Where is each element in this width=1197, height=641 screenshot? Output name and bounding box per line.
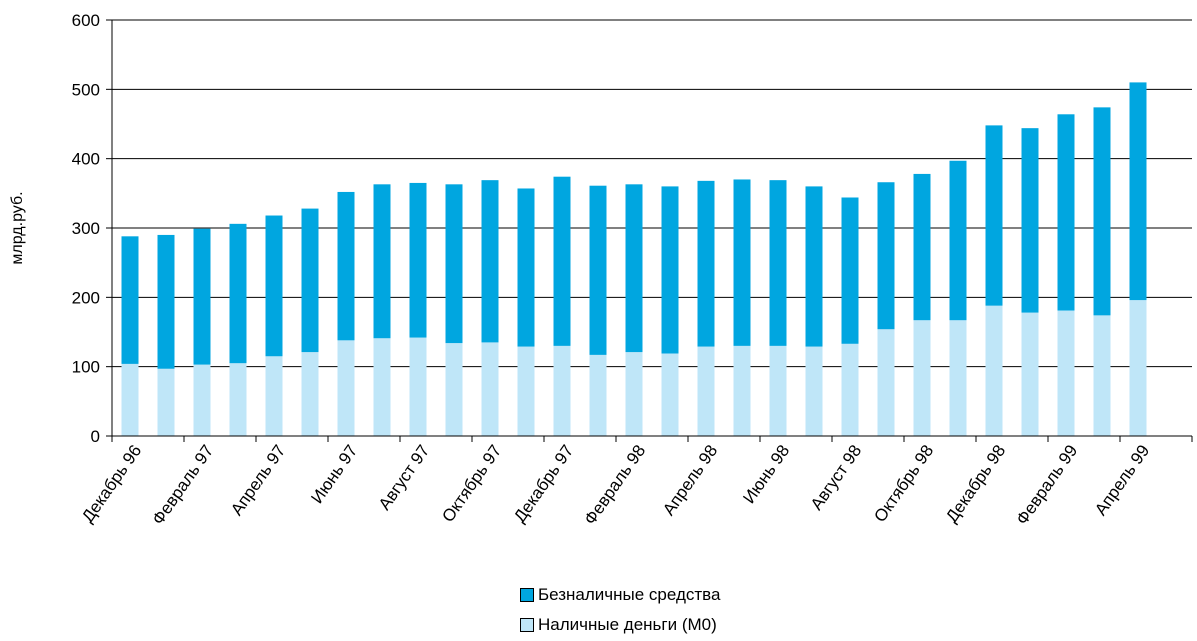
bar-cash bbox=[661, 353, 679, 436]
bar-cash bbox=[121, 363, 139, 436]
bar-cash bbox=[229, 363, 247, 436]
x-tick-label: Август 97 bbox=[375, 441, 433, 513]
bar-cash bbox=[589, 354, 607, 436]
bar-cash bbox=[193, 364, 211, 436]
bar-cash bbox=[697, 346, 715, 436]
x-tick-label: Август 98 bbox=[807, 441, 865, 513]
bar-noncash bbox=[229, 223, 247, 364]
axes bbox=[111, 20, 1193, 442]
legend-label-cash: Наличные деньги (М0) bbox=[538, 615, 717, 634]
bar-cash bbox=[265, 356, 283, 436]
bar-noncash bbox=[733, 179, 751, 346]
x-tick-label: Февраль 97 bbox=[149, 441, 218, 528]
y-tick-label: 100 bbox=[72, 358, 100, 377]
bar-cash bbox=[445, 343, 463, 436]
y-tick-label: 600 bbox=[72, 11, 100, 30]
bar-cash bbox=[1057, 310, 1075, 436]
gridlines bbox=[106, 19, 1192, 437]
bar-cash bbox=[733, 345, 751, 436]
bar-cash bbox=[949, 320, 967, 436]
bar-cash bbox=[985, 305, 1003, 436]
bar-cash bbox=[769, 345, 787, 436]
x-tick-label: Июнь 97 bbox=[307, 441, 361, 507]
bar-noncash bbox=[481, 180, 499, 343]
bar-cash bbox=[553, 345, 571, 436]
bar-noncash bbox=[805, 186, 823, 347]
bar-noncash bbox=[265, 215, 283, 357]
bar-noncash bbox=[913, 173, 931, 321]
y-tick-label: 400 bbox=[72, 150, 100, 169]
bar-noncash bbox=[697, 180, 715, 347]
x-tick-label: Апрель 98 bbox=[659, 441, 721, 519]
legend-swatch-noncash bbox=[520, 588, 534, 602]
legend-swatch-cash bbox=[520, 618, 534, 632]
bar-noncash bbox=[121, 236, 139, 364]
bar-cash bbox=[1093, 315, 1111, 436]
legend-item-noncash: Безналичные средства bbox=[520, 580, 720, 610]
bar-cash bbox=[301, 352, 319, 436]
bar-noncash bbox=[301, 208, 319, 353]
y-tick-label: 200 bbox=[72, 288, 100, 307]
bar-noncash bbox=[1021, 128, 1039, 313]
bar-cash bbox=[157, 368, 175, 436]
bar-cash bbox=[409, 337, 427, 436]
bar-noncash bbox=[625, 184, 643, 353]
legend: Безналичные средства Наличные деньги (М0… bbox=[520, 580, 720, 640]
y-tick-label: 0 bbox=[91, 427, 100, 446]
bar-cash bbox=[481, 342, 499, 436]
x-tick-label: Апрель 97 bbox=[227, 441, 289, 519]
y-axis-label: млрд.руб. bbox=[9, 191, 26, 264]
x-tick-labels: Декабрь 96 Февраль 97 Апрель 97 Июнь 97 Авгу… bbox=[78, 441, 1153, 528]
bar-noncash bbox=[769, 180, 787, 346]
bars bbox=[121, 82, 1147, 436]
bar-cash bbox=[877, 329, 895, 436]
bar-cash bbox=[1021, 312, 1039, 436]
bar-noncash bbox=[949, 160, 967, 321]
bar-noncash bbox=[193, 228, 211, 365]
x-tick-label: Июнь 98 bbox=[739, 441, 793, 507]
bar-noncash bbox=[373, 184, 391, 339]
bar-noncash bbox=[409, 182, 427, 338]
bar-cash bbox=[841, 343, 859, 436]
bar-cash bbox=[373, 338, 391, 436]
legend-label-noncash: Безналичные средства bbox=[538, 585, 721, 604]
bar-noncash bbox=[841, 197, 859, 344]
bar-noncash bbox=[553, 176, 571, 346]
bar-noncash bbox=[1129, 82, 1147, 301]
bar-noncash bbox=[337, 191, 355, 341]
x-tick-label: Апрель 99 bbox=[1091, 441, 1153, 519]
bar-noncash bbox=[1057, 114, 1075, 311]
bar-noncash bbox=[985, 125, 1003, 306]
x-tick-label: Декабрь 98 bbox=[942, 441, 1009, 526]
bar-cash bbox=[337, 340, 355, 436]
bar-cash bbox=[517, 346, 535, 436]
bar-noncash bbox=[589, 185, 607, 355]
bar-cash bbox=[805, 346, 823, 436]
bar-cash bbox=[913, 320, 931, 436]
bar-noncash bbox=[877, 182, 895, 330]
x-tick-label: Декабрь 96 bbox=[78, 441, 145, 526]
bar-cash bbox=[1129, 300, 1147, 436]
x-tick-label: Февраль 98 bbox=[581, 441, 650, 528]
bar-noncash bbox=[661, 186, 679, 354]
bar-noncash bbox=[1093, 107, 1111, 316]
y-tick-labels: 0 100 200 300 400 500 600 bbox=[72, 11, 100, 446]
y-tick-label: 300 bbox=[72, 219, 100, 238]
bar-cash bbox=[625, 352, 643, 436]
bar-noncash bbox=[445, 184, 463, 344]
x-tick-label: Октябрь 97 bbox=[438, 441, 505, 525]
x-tick-label: Октябрь 98 bbox=[870, 441, 937, 525]
y-tick-label: 500 bbox=[72, 80, 100, 99]
legend-item-cash: Наличные деньги (М0) bbox=[520, 610, 720, 640]
bar-noncash bbox=[157, 234, 175, 369]
bar-noncash bbox=[517, 188, 535, 347]
x-tick-label: Февраль 99 bbox=[1013, 441, 1082, 528]
x-tick-label: Декабрь 97 bbox=[510, 441, 577, 526]
